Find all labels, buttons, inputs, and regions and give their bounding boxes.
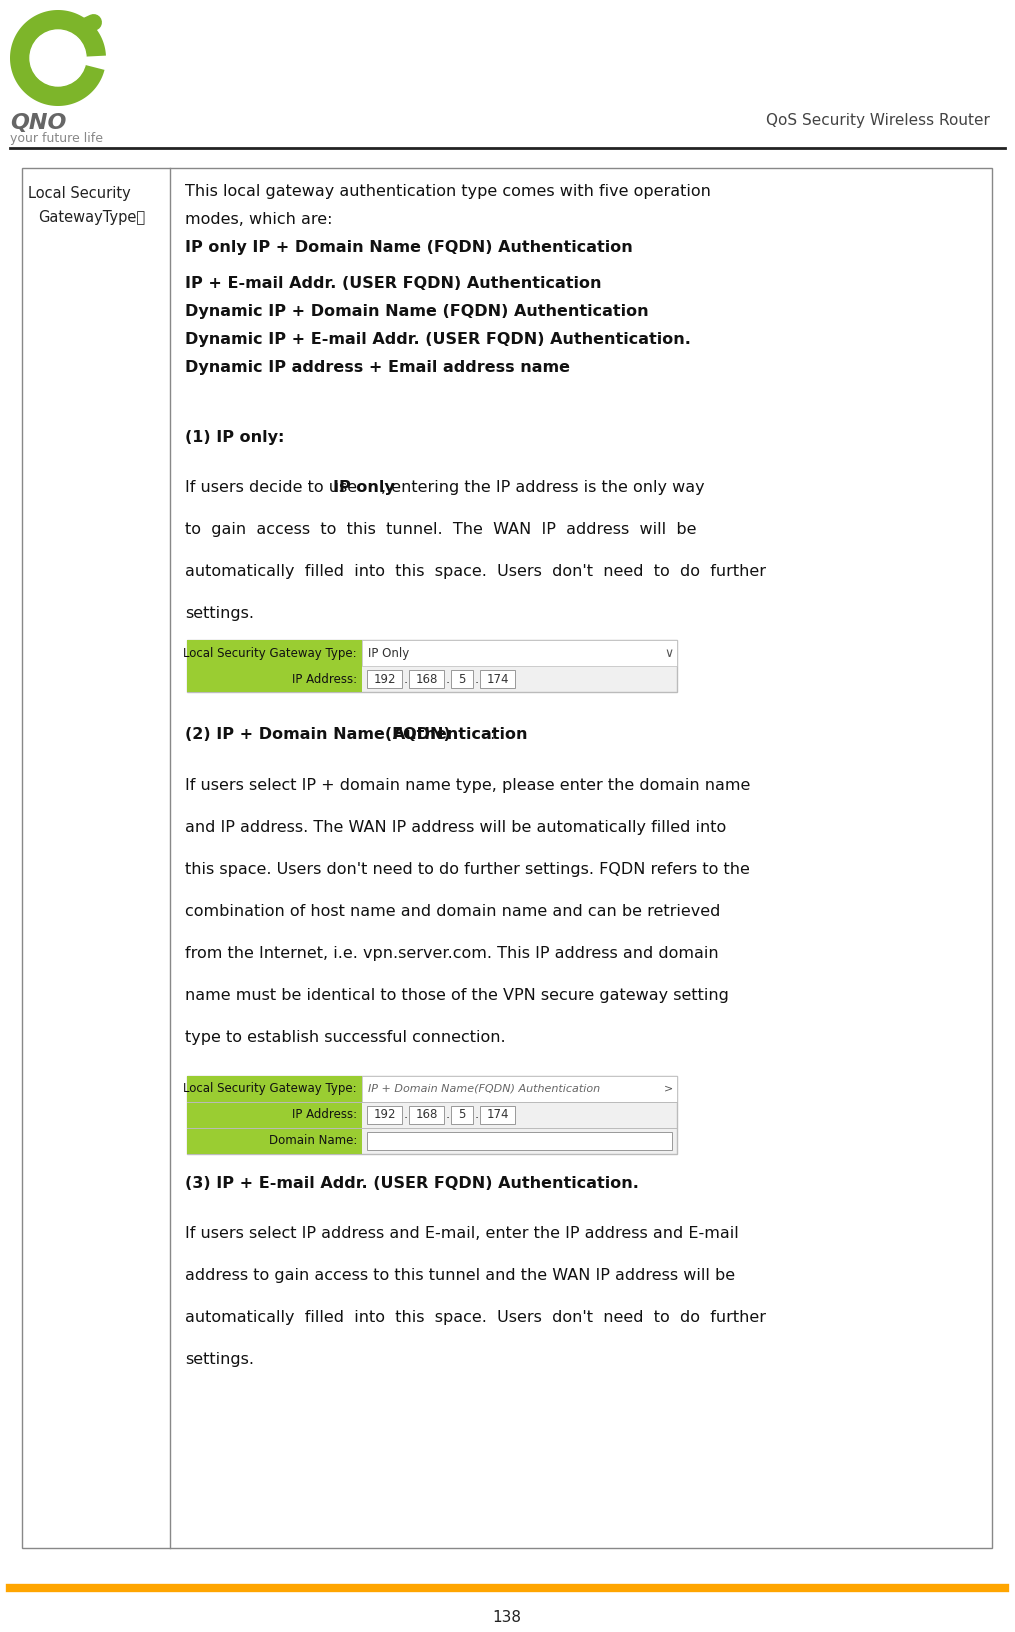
Text: , entering the IP address is the only way: , entering the IP address is the only wa… [381,480,704,496]
Text: to  gain  access  to  this  tunnel.  The  WAN  IP  address  will  be: to gain access to this tunnel. The WAN I… [185,522,696,537]
Bar [409,1106,444,1124]
Bar [480,671,515,689]
Polygon shape [10,10,106,106]
Text: .: . [446,672,450,685]
Text: IP only: IP only [333,480,395,496]
Text: Dynamic IP + Domain Name (FQDN) Authentication: Dynamic IP + Domain Name (FQDN) Authenti… [185,304,649,318]
Text: automatically  filled  into  this  space.  Users  don't  need  to  do  further: automatically filled into this space. Us… [185,1310,766,1325]
Bar [362,1075,677,1102]
Text: Local Security: Local Security [28,186,131,201]
Bar [187,1102,362,1128]
Text: GatewayType：: GatewayType： [38,211,145,225]
Text: address to gain access to this tunnel and the WAN IP address will be: address to gain access to this tunnel an… [185,1268,735,1283]
Text: 168: 168 [415,672,437,685]
Text: If users select IP + domain name type, please enter the domain name: If users select IP + domain name type, p… [185,778,750,793]
Bar [187,1075,677,1154]
Bar [367,1133,672,1151]
Bar [187,666,362,692]
Text: This local gateway authentication type comes with five operation: This local gateway authentication type c… [185,184,710,199]
Text: (3) IP + E-mail Addr. (USER FQDN) Authentication.: (3) IP + E-mail Addr. (USER FQDN) Authen… [185,1175,638,1191]
Text: (1) IP only:: (1) IP only: [185,429,284,446]
Text: this space. Users don't need to do further settings. FQDN refers to the: this space. Users don't need to do furth… [185,862,750,876]
Text: 138: 138 [492,1611,522,1625]
Text: .: . [404,672,408,685]
Text: If users decide to use: If users decide to use [185,480,362,496]
Text: your future life: your future life [10,132,103,145]
Text: automatically  filled  into  this  space.  Users  don't  need  to  do  further: automatically filled into this space. Us… [185,565,766,579]
Text: QNO: QNO [10,113,66,132]
Text: from the Internet, i.e. vpn.server.com. This IP address and domain: from the Internet, i.e. vpn.server.com. … [185,947,719,961]
Text: QoS Security Wireless Router: QoS Security Wireless Router [766,113,990,127]
Text: Local Security Gateway Type:: Local Security Gateway Type: [184,646,357,659]
Text: Domain Name:: Domain Name: [269,1134,357,1147]
Text: ∨: ∨ [665,646,674,659]
Bar [367,1106,402,1124]
Text: 192: 192 [374,672,396,685]
Text: .: . [475,1108,479,1121]
Bar [187,1075,362,1102]
Bar [451,1106,473,1124]
Text: modes, which are:: modes, which are: [185,212,333,227]
Bar [451,671,473,689]
Bar [480,1106,515,1124]
Text: settings.: settings. [185,1353,254,1368]
Circle shape [30,29,86,86]
Text: IP Address:: IP Address: [292,1108,357,1121]
Bar [362,640,677,666]
Bar [367,671,402,689]
Bar [187,1128,362,1154]
Text: Local Security Gateway Type:: Local Security Gateway Type: [184,1082,357,1095]
Text: type to establish successful connection.: type to establish successful connection. [185,1030,505,1044]
Text: .: . [404,1108,408,1121]
Text: IP only IP + Domain Name (FQDN) Authentication: IP only IP + Domain Name (FQDN) Authenti… [185,240,632,255]
Text: 5: 5 [459,1108,466,1121]
Text: .: . [475,672,479,685]
Text: IP Address:: IP Address: [292,672,357,685]
Text: (2) IP + Domain Name(FQDN): (2) IP + Domain Name(FQDN) [185,728,451,743]
Text: Dynamic IP address + Email address name: Dynamic IP address + Email address name [185,361,570,375]
Text: 5: 5 [459,672,466,685]
Text: 192: 192 [374,1108,396,1121]
Bar [187,640,362,666]
Text: :: : [488,728,494,743]
Text: 174: 174 [486,672,509,685]
Text: 168: 168 [415,1108,437,1121]
Text: If users select IP address and E-mail, enter the IP address and E-mail: If users select IP address and E-mail, e… [185,1226,739,1242]
Text: 174: 174 [486,1108,509,1121]
Text: Authentication: Authentication [376,728,527,743]
Text: combination of host name and domain name and can be retrieved: combination of host name and domain name… [185,904,721,919]
Text: and IP address. The WAN IP address will be automatically filled into: and IP address. The WAN IP address will … [185,819,727,836]
Text: IP + Domain Name(FQDN) Authentication: IP + Domain Name(FQDN) Authentication [368,1084,600,1093]
Text: settings.: settings. [185,607,254,622]
Bar [187,640,677,692]
Bar [409,671,444,689]
Text: >: > [665,1084,674,1093]
Text: IP Only: IP Only [368,646,409,659]
Text: .: . [446,1108,450,1121]
Text: IP + E-mail Addr. (USER FQDN) Authentication: IP + E-mail Addr. (USER FQDN) Authentica… [185,276,602,290]
Text: Dynamic IP + E-mail Addr. (USER FQDN) Authentication.: Dynamic IP + E-mail Addr. (USER FQDN) Au… [185,331,691,348]
Bar [22,168,992,1549]
Text: name must be identical to those of the VPN secure gateway setting: name must be identical to those of the V… [185,987,729,1002]
